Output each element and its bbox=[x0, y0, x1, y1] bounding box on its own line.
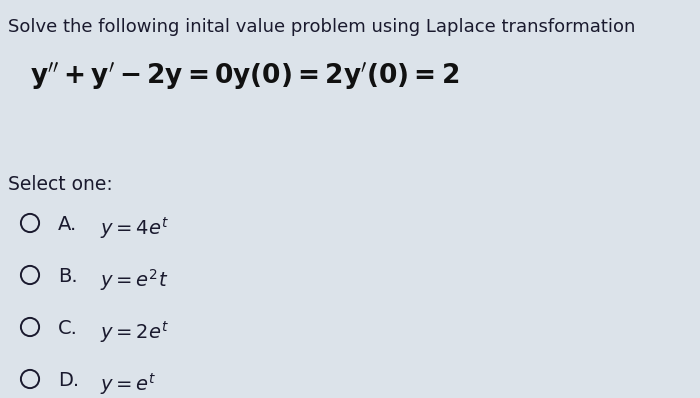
Text: C.: C. bbox=[58, 319, 78, 338]
Text: $y = 2e^t$: $y = 2e^t$ bbox=[100, 319, 169, 345]
Text: $\mathbf{y'' + y' - 2y = 0y(0) = 2y'(0) = 2}$: $\mathbf{y'' + y' - 2y = 0y(0) = 2y'(0) … bbox=[30, 60, 459, 92]
Text: Select one:: Select one: bbox=[8, 175, 113, 194]
Text: $y = e^t$: $y = e^t$ bbox=[100, 371, 157, 397]
Text: $y = 4e^t$: $y = 4e^t$ bbox=[100, 215, 169, 241]
Text: $y = e^2t$: $y = e^2t$ bbox=[100, 267, 168, 293]
Text: D.: D. bbox=[58, 371, 79, 390]
Text: A.: A. bbox=[58, 215, 77, 234]
Text: B.: B. bbox=[58, 267, 78, 286]
Text: Solve the following inital value problem using Laplace transformation: Solve the following inital value problem… bbox=[8, 18, 636, 36]
